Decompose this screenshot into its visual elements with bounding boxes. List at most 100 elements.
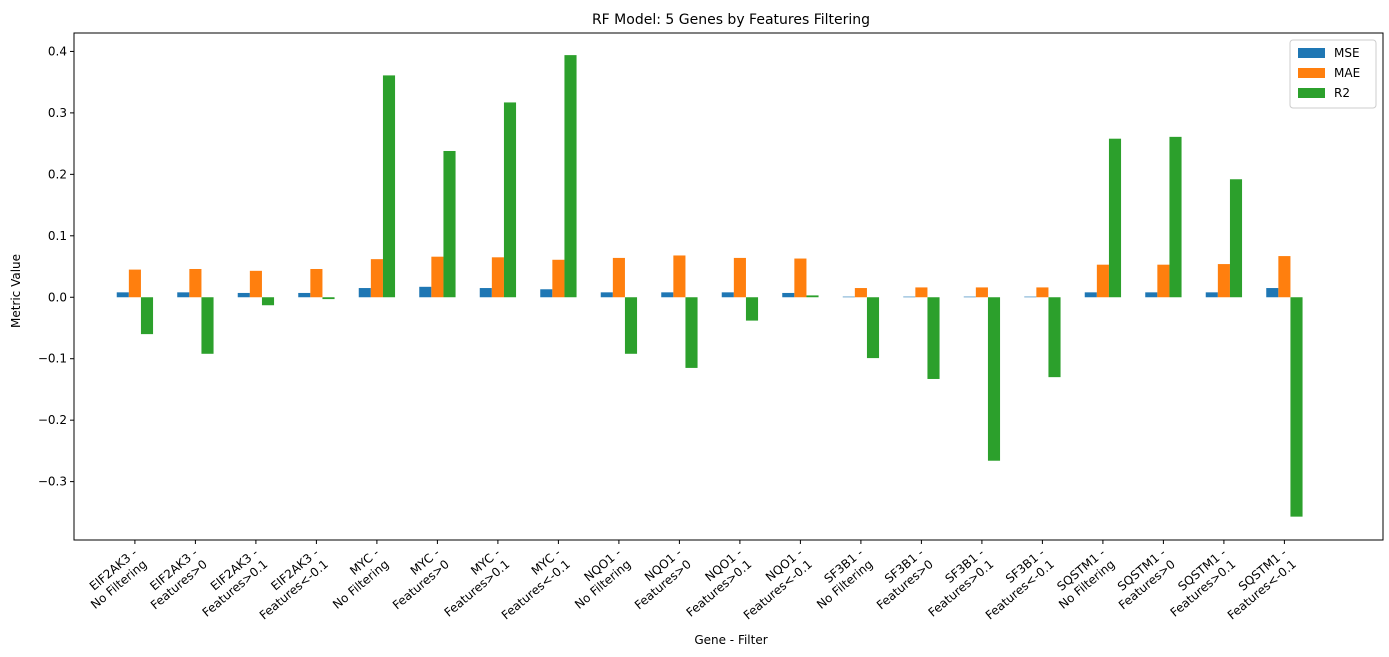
y-tick-label: 0.1	[48, 229, 67, 243]
y-axis: −0.3 −0.2 −0.1 0.0 0.1 0.2 0.3 0.4	[38, 44, 74, 489]
y-tick-label: 0.0	[48, 290, 67, 304]
bar-mae-11	[794, 258, 807, 298]
chart-title: RF Model: 5 Genes by Features Filtering	[592, 12, 870, 28]
bar-r2-5	[443, 150, 456, 298]
x-tick-label: MYC -Features>0.1	[432, 546, 513, 620]
bar-mse-14	[963, 296, 976, 298]
bar-r2-12	[866, 297, 880, 359]
svg-text:MYC -No Filtering: MYC -No Filtering	[320, 546, 391, 612]
svg-text:SQSTM1 -Features>0: SQSTM1 -Features>0	[1106, 546, 1178, 613]
bar-r2-17	[1169, 136, 1182, 298]
x-tick-label: NQO1 -Features>0	[622, 546, 694, 613]
x-tick-label: SQSTM1 -Features>0	[1106, 546, 1178, 613]
bar-r2-19	[1290, 297, 1303, 517]
legend-label-mse: MSE	[1334, 46, 1360, 60]
x-axis-label: Gene - Filter	[694, 633, 767, 647]
y-tick-label: 0.3	[48, 106, 67, 120]
bar-mae-16	[1096, 264, 1109, 298]
x-tick-label: SF3B1 -No Filtering	[804, 546, 875, 612]
legend-label-mae: MAE	[1334, 66, 1360, 80]
bar-mse-1	[177, 292, 190, 298]
bar-mae-3	[310, 268, 323, 298]
bar-mse-19	[1266, 288, 1279, 298]
bar-mae-17	[1157, 264, 1170, 298]
plot-area	[116, 55, 1303, 517]
bar-mse-13	[903, 296, 916, 298]
bar-r2-6	[503, 102, 517, 298]
x-tick-label: EIF2AK3 -No Filtering	[87, 546, 150, 612]
bar-mse-12	[842, 296, 855, 298]
bar-mae-8	[612, 257, 625, 298]
x-tick-label: NQO1 -No Filtering	[562, 546, 633, 612]
bar-mae-0	[128, 269, 141, 298]
bar-mse-18	[1205, 292, 1218, 298]
y-tick-label: −0.2	[38, 413, 67, 427]
bar-r2-16	[1108, 138, 1122, 298]
bar-mae-5	[431, 256, 444, 298]
bar-mae-4	[370, 259, 383, 298]
bar-mse-2	[237, 292, 250, 298]
bar-mse-4	[358, 288, 371, 298]
bar-mse-7	[540, 289, 553, 298]
bar-mae-7	[552, 259, 565, 298]
x-tick-label: MYC -No Filtering	[320, 546, 391, 612]
svg-text:NQO1 -Features>0: NQO1 -Features>0	[622, 546, 694, 613]
svg-text:SF3B1 -Features>0: SF3B1 -Features>0	[864, 546, 936, 613]
bar-r2-15	[1048, 297, 1061, 378]
bar-r2-4	[382, 75, 396, 298]
svg-text:SQSTM1 -Features>0.1: SQSTM1 -Features>0.1	[1158, 546, 1238, 620]
bar-mae-10	[733, 257, 746, 298]
legend-swatch-mse	[1298, 48, 1325, 58]
bar-r2-10	[745, 297, 759, 321]
bar-mse-8	[600, 292, 613, 298]
bar-r2-9	[685, 297, 698, 368]
x-tick-label: EIF2AK3 -Features>0	[147, 546, 210, 613]
bar-mae-2	[249, 270, 262, 298]
svg-text:SF3B1 -No Filtering: SF3B1 -No Filtering	[804, 546, 875, 612]
bar-r2-11	[806, 295, 819, 298]
bar-r2-14	[987, 297, 1001, 461]
x-tick-label: EIF2AK3 -Features>0.1	[190, 546, 271, 620]
legend: MSE MAE R2	[1289, 39, 1377, 109]
legend-label-r2: R2	[1334, 86, 1350, 100]
svg-text:EIF2AK3 -Features>0.1: EIF2AK3 -Features>0.1	[190, 546, 270, 620]
y-tick-label: −0.3	[38, 475, 67, 489]
y-tick-label: 0.2	[48, 167, 67, 181]
svg-text:MYC -Features>0.1: MYC -Features>0.1	[432, 546, 512, 620]
bar-r2-0	[140, 297, 154, 335]
x-tick-label: SQSTM1 -No Filtering	[1054, 546, 1117, 612]
bar-mse-17	[1145, 292, 1158, 298]
bar-mse-9	[661, 292, 674, 298]
legend-swatch-r2	[1298, 88, 1325, 98]
plot-frame	[73, 32, 1384, 541]
svg-text:MYC -Features>0: MYC -Features>0	[380, 546, 452, 613]
bar-mae-13	[915, 287, 928, 298]
x-tick-label: MYC -Features>0	[380, 546, 452, 613]
x-tick-label: SQSTM1 -Features>0.1	[1158, 546, 1239, 620]
bar-mae-15	[1036, 287, 1049, 298]
bar-r2-1	[201, 297, 214, 354]
bar-mae-18	[1217, 264, 1230, 298]
svg-text:NQO1 -Features>0.1: NQO1 -Features>0.1	[674, 546, 754, 620]
bar-mae-1	[189, 268, 202, 298]
y-tick-label: −0.1	[38, 352, 67, 366]
bar-mae-9	[673, 255, 686, 298]
svg-text:NQO1 -No Filtering: NQO1 -No Filtering	[562, 546, 633, 612]
bar-mae-12	[854, 288, 867, 298]
bar-r2-3	[322, 297, 335, 300]
x-tick-label: NQO1 -Features>0.1	[674, 546, 755, 620]
bar-mse-10	[721, 292, 734, 298]
bar-mse-3	[298, 292, 311, 298]
bar-mse-5	[419, 286, 432, 298]
bar-mse-11	[782, 292, 795, 298]
bar-mse-16	[1084, 292, 1097, 298]
bar-r2-2	[261, 297, 275, 306]
y-axis-label: Metric Value	[9, 254, 23, 328]
svg-text:SF3B1 -Features>0.1: SF3B1 -Features>0.1	[916, 546, 996, 620]
x-tick-label: SF3B1 -Features>0.1	[916, 546, 997, 620]
bar-mae-19	[1278, 256, 1291, 298]
bar-r2-13	[927, 297, 940, 379]
y-tick-label: 0.4	[48, 44, 67, 58]
